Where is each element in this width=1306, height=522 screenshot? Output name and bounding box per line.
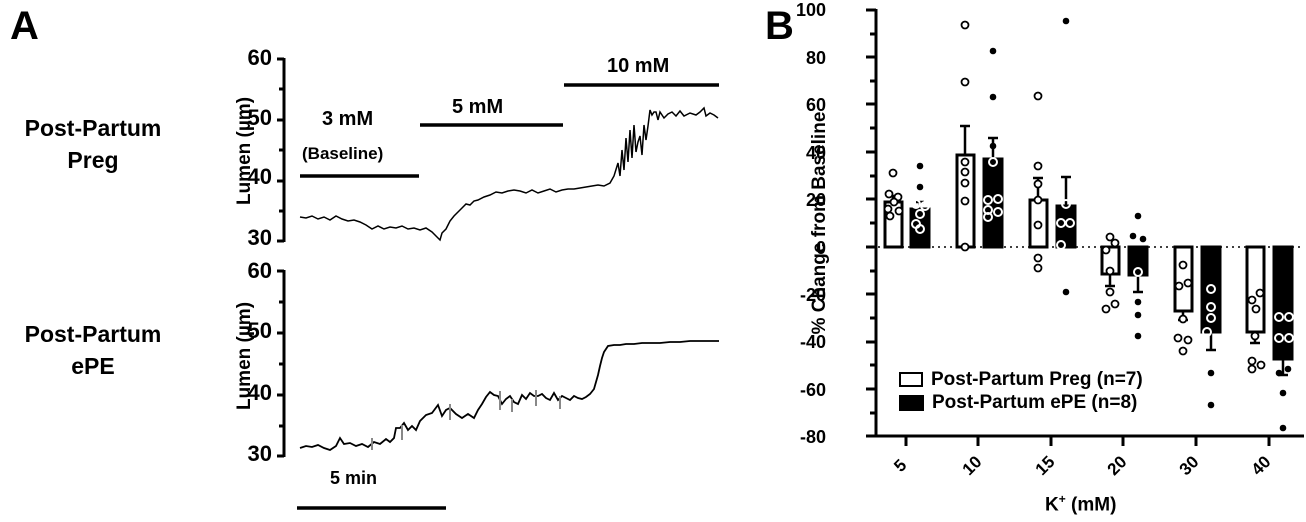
bars [883, 153, 1294, 361]
condition-5mm: 5 mM [452, 96, 504, 118]
points-epe-inside [911, 157, 1294, 343]
group-label-line2: ePE [71, 353, 115, 379]
ytick: 40 [805, 143, 826, 163]
error-bars [889, 124, 1288, 377]
trace-epe-noise [371, 390, 561, 450]
ytick: 20 [805, 190, 826, 210]
group-label-line2: Preg [67, 147, 119, 173]
ytick: 60 [247, 258, 272, 283]
legend: Post-Partum Preg (n=7) Post-Partum ePE (… [899, 368, 1143, 414]
legend-label: Post-Partum Preg (n=7) [931, 368, 1143, 390]
xlabel-unit: (mM) [1065, 494, 1117, 516]
ytick: 60 [805, 95, 826, 115]
group-label-preg: Post-Partum Preg [0, 112, 188, 176]
legend-label: Post-Partum ePE (n=8) [932, 391, 1138, 413]
ytick: 100 [795, 0, 826, 20]
panel-b-xlabel: K+ (mM) [1045, 492, 1116, 516]
axis-epe [277, 269, 286, 458]
panel-b-letter: B [765, 4, 794, 48]
ytick: -80 [799, 427, 826, 447]
ytick: 0 [815, 238, 826, 258]
points-epe-outside [916, 17, 1292, 432]
condition-baseline: (Baseline) [302, 144, 384, 163]
scale-bar-label: 5 min [330, 468, 378, 488]
group-label-line1: Post-Partum [24, 321, 162, 347]
ytick: 30 [247, 441, 272, 466]
condition-bars [297, 83, 719, 510]
trace-epe [299, 340, 719, 451]
ytick: 50 [247, 318, 272, 343]
ytick: 40 [247, 164, 272, 189]
legend-item-epe: Post-Partum ePE (n=8) [899, 391, 1143, 414]
panel-b-xaxis [875, 434, 1304, 446]
condition-10mm: 10 mM [607, 55, 670, 77]
axis-preg [277, 57, 286, 243]
panel-b-yaxis [866, 8, 878, 438]
ytick: 40 [247, 380, 272, 405]
ytick: 80 [805, 48, 826, 68]
ytick: 50 [247, 105, 272, 130]
xlabel-sup: + [1058, 492, 1066, 506]
legend-swatch-open-icon [899, 372, 923, 387]
group-label-epe: Post-Partum ePE [0, 318, 188, 382]
xlabel-k: K [1045, 494, 1059, 516]
ytick: 30 [247, 225, 272, 250]
trace-preg [299, 106, 719, 242]
ytick: -20 [799, 285, 826, 305]
ytick: 60 [247, 45, 272, 70]
ytick: -60 [799, 380, 826, 400]
panel-a-letter: A [10, 4, 39, 48]
legend-swatch-filled-icon [899, 394, 924, 411]
legend-item-preg: Post-Partum Preg (n=7) [899, 368, 1143, 391]
condition-3mm: 3 mM [322, 108, 374, 130]
points-preg [883, 20, 1266, 374]
ytick: -40 [799, 332, 826, 352]
group-label-line1: Post-Partum [24, 115, 162, 141]
